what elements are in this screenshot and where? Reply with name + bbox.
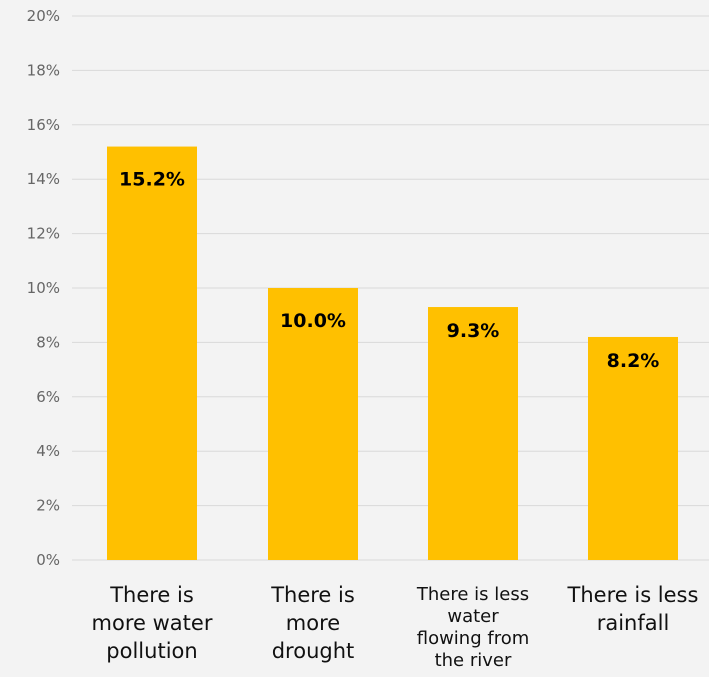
x-category-label-line: more (286, 611, 340, 635)
bar (268, 288, 358, 560)
y-tick-label: 12% (27, 225, 60, 243)
data-label: 9.3% (447, 320, 500, 342)
x-category-label-line: There is less (567, 583, 699, 607)
bar (588, 336, 678, 560)
x-category-label: There is more water pollution (92, 583, 213, 663)
y-tick-label: 18% (27, 61, 60, 79)
y-tick-label: 16% (27, 116, 60, 134)
x-category-label-line: rainfall (597, 611, 670, 635)
x-category-label-line: drought (272, 639, 355, 663)
y-tick-label: 8% (36, 333, 60, 351)
y-tick-label: 0% (36, 551, 60, 569)
data-labels-layer: 15.2% 10.0% 9.3% 8.2% (119, 169, 659, 372)
bars-layer (107, 146, 678, 560)
x-category-label-line: water (447, 606, 499, 627)
bar (428, 307, 518, 560)
x-category-label: There is less rainfall (567, 583, 699, 635)
y-tick-label: 2% (36, 497, 60, 515)
x-category-label-line: pollution (106, 639, 197, 663)
data-label: 10.0% (280, 310, 346, 332)
y-axis-labels: 0% 2% 4% 6% 8% 10% 12% 14% 16% 18% 20% (27, 7, 60, 569)
data-label: 8.2% (607, 350, 660, 372)
x-category-label-line: the river (435, 650, 512, 671)
x-category-label: There is more drought (270, 583, 355, 663)
x-category-label-line: more water (92, 611, 213, 635)
x-category-label-line: There is less (416, 584, 529, 605)
y-tick-label: 4% (36, 442, 60, 460)
y-tick-label: 6% (36, 388, 60, 406)
x-axis-labels: There is more water pollution There is more d… (92, 583, 699, 671)
x-category-label-line: flowing from (417, 628, 530, 649)
data-label: 15.2% (119, 169, 185, 191)
bar (107, 146, 197, 560)
y-tick-label: 14% (27, 170, 60, 188)
x-category-label: There is less water flowing from the river (416, 584, 529, 671)
x-category-label-line: There is (270, 583, 355, 607)
y-tick-label: 10% (27, 279, 60, 297)
y-tick-label: 20% (27, 7, 60, 25)
x-category-label-line: There is (109, 583, 194, 607)
